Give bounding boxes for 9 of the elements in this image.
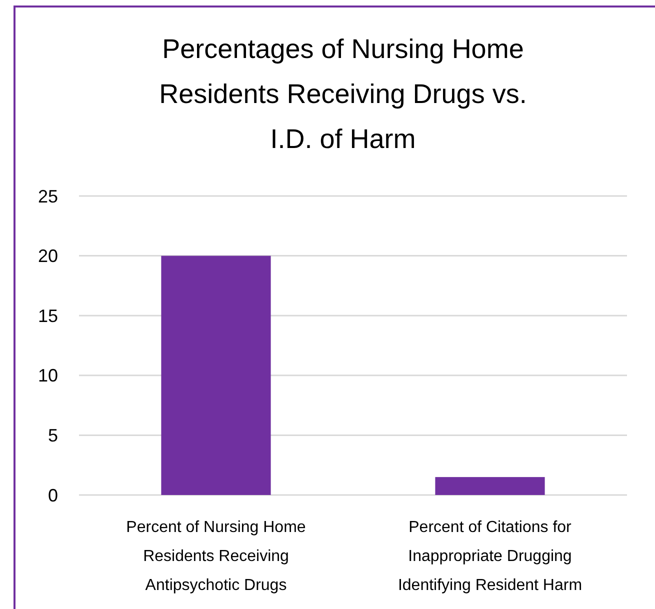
chart-title: Percentages of Nursing Home Residents Receiving Drugs vs. I.D. of Harm bbox=[159, 34, 527, 154]
y-tick-label: 25 bbox=[38, 186, 58, 206]
y-tick-label: 0 bbox=[48, 485, 58, 506]
y-tick-label: 20 bbox=[38, 246, 58, 266]
y-tick-label: 15 bbox=[38, 306, 58, 326]
y-tick-label: 5 bbox=[48, 426, 58, 446]
y-tick-label: 10 bbox=[38, 366, 58, 386]
x-tick-label: Percent of Nursing Home Residents Receiving Antipsychotic Drugs bbox=[126, 519, 306, 594]
x-tick-label: Percent of Citations for Inappropriate Drugging Identifying Resident Harm bbox=[398, 519, 582, 594]
